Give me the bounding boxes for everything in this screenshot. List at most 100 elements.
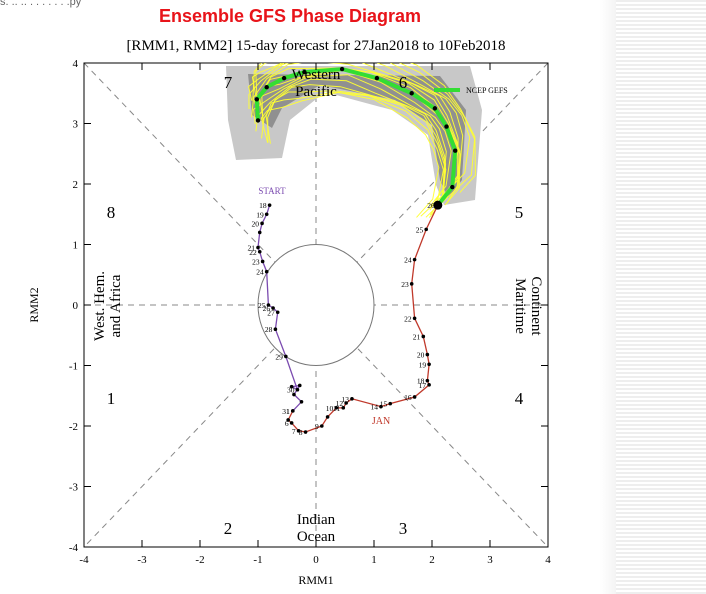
jan-day-label: 18 [417,377,425,386]
jan-point [289,421,294,425]
y-axis-label: RMM2 [27,287,41,322]
jan-day-label: 26 [427,201,435,210]
ensemble-mean-point [432,106,438,111]
jan-point [379,404,383,409]
x-tick-label: -1 [253,554,262,566]
jan-day-label: 16 [404,393,412,402]
region-labels: West. Hem. and Africa Maritime Continent… [92,67,544,545]
phase-2-label: 2 [224,519,233,538]
phase-6-label: 6 [399,73,408,92]
cropped-header-text: s. .. .. . . . . . . .py [0,0,82,8]
dec-day-label: 18 [259,201,267,210]
dec-point [260,259,265,264]
dec-point [260,221,264,226]
ensemble-member-line [248,63,464,194]
y-tick-label: -3 [69,482,79,494]
jan-day-label: 10 [326,404,334,413]
jan-point [424,227,429,232]
dec-day-label: 22 [249,248,257,257]
dec-point [297,383,302,388]
jan-point [291,409,295,413]
dec-day-label: 19 [256,210,264,219]
y-tick-label: 1 [73,240,79,252]
jan-point [296,429,301,433]
ensemble-member-line [260,91,440,218]
jan-point [334,406,339,410]
dec-point [267,203,272,207]
phase-1-label: 1 [107,389,116,408]
region-west-line2: and Africa [108,274,124,337]
jan-day-label: 23 [401,280,409,289]
ensemble-member-line [248,63,459,199]
jan-day-label: 1 [286,407,290,416]
ensemble-mean-point [254,97,260,102]
jan-day-label: 17 [419,381,427,390]
ensemble-group [226,63,482,218]
x-tick-label: 1 [371,554,377,566]
region-west-line1: West. Hem. [92,271,108,341]
phase-8-label: 8 [107,203,116,222]
y-tick-label: 3 [73,119,79,131]
phase-4-label: 4 [515,389,524,408]
jan-point [341,406,346,410]
dec-point [289,384,294,389]
dec-point [264,269,269,274]
dec-point [257,249,262,254]
x-tick-label: 4 [545,554,551,566]
jan-point [409,282,414,286]
region-north-line2: Pacific [295,84,337,100]
jan-day-label: 9 [315,422,319,431]
background-fade [600,0,616,594]
dec-day-label: 21 [248,244,256,253]
x-tick-label: 3 [487,554,493,566]
jan-point [286,418,290,422]
dec-day-label: 20 [252,219,260,228]
jan-day-label: 14 [370,403,378,412]
ensemble-mean-point [339,66,345,72]
jan-point [344,401,348,405]
forecast-start-dot [433,200,443,210]
jan-day-label: 15 [380,400,388,409]
ensemble-mean-point [264,85,269,90]
y-tick-label: -1 [69,361,78,373]
dec-day-label: 25 [258,301,266,310]
ensemble-member-line [267,90,447,218]
jan-day-label: 11 [333,404,340,413]
background-stripes [616,0,706,594]
phase-diagram: [RMM1, RMM2] 15-day forecast for 27Jan20… [27,38,551,587]
dec-day-label: 24 [256,268,264,277]
dec-point [284,354,288,359]
ensemble-member-line [253,74,447,211]
jan-day-label: 24 [404,256,412,265]
jan-point [303,430,308,434]
phase-3-label: 3 [399,519,408,538]
phase-5-label: 5 [515,203,524,222]
jan-day-label: 12 [336,399,344,408]
dec-point [273,327,278,332]
legend: NCEP GEFS [434,86,508,95]
y-tick-label: 4 [73,58,79,70]
dec-point [295,387,300,392]
ensemble-member-line [255,78,446,216]
dec-point [257,230,262,235]
legend-label: NCEP GEFS [466,86,508,95]
y-tick-label: -2 [69,421,78,433]
start-label: START [258,186,286,196]
dec-day-label: 27 [267,308,275,317]
ensemble-mean-point [409,91,414,96]
dec-point [275,310,280,315]
jan-point [421,334,426,339]
jan-day-label: 25 [416,225,424,234]
dec-day-label: 29 [275,352,283,361]
ensemble-member-line [252,63,476,193]
dec-day-label: 23 [252,257,260,266]
amplitude-circle [257,244,375,366]
ensemble-member-line [251,63,471,191]
dec-point [292,392,296,397]
ensemble-mean-point [444,124,449,129]
dec-point [266,303,271,307]
dec-point [299,400,304,404]
region-east-line2: Continent [528,276,544,336]
